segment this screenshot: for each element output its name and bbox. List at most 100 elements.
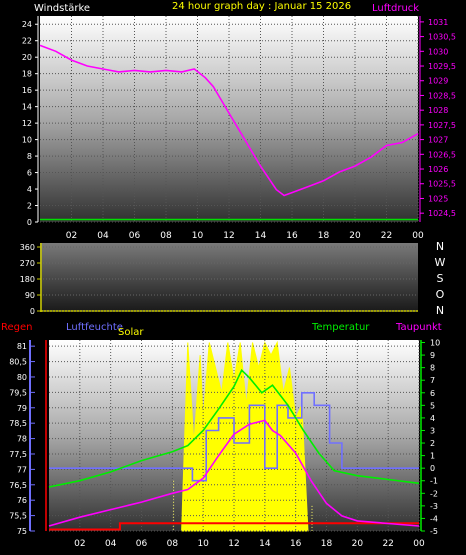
wind-tick-label: 6 xyxy=(27,169,32,178)
humidity-tick-label: 75,5 xyxy=(9,512,27,521)
temperature-tick-label: -5 xyxy=(430,527,438,536)
pressure-tick-label: 1027 xyxy=(428,136,448,145)
dewpoint-series-line xyxy=(48,419,420,527)
humidity-tick-label: 76 xyxy=(17,496,27,505)
wind-tick-label: 2 xyxy=(27,202,32,211)
humidity-tick-label: 79,5 xyxy=(9,388,27,397)
humidity-series-line xyxy=(49,391,419,482)
pressure-tick-label: 1028,5 xyxy=(428,91,456,100)
temperature-tick-label: -3 xyxy=(430,502,438,511)
pressure-tick-label: 1030,5 xyxy=(428,33,456,42)
legend-dewpoint: Taupunkt xyxy=(395,322,442,333)
temperature-tick-label: 8 xyxy=(430,364,435,373)
panel1-grid xyxy=(40,16,419,223)
wind-tick-label: 12 xyxy=(22,119,32,128)
humidity-tick-label: 78,5 xyxy=(9,419,27,428)
direction-tick-label: 0 xyxy=(30,307,35,316)
legend-temperature: Temperatur xyxy=(311,322,370,333)
time-tick-label: 04 xyxy=(105,539,117,549)
humidity-tick-label: 75 xyxy=(17,527,27,536)
time-tick-label: 22 xyxy=(382,539,393,549)
humidity-tick-label: 80,5 xyxy=(9,358,27,367)
wind-tick-label: 20 xyxy=(22,53,32,62)
climate-legend: Regen Luftfeuchte Solar Temperatur Taupu… xyxy=(1,322,442,338)
legend-rain: Regen xyxy=(1,322,33,333)
pressure-series-line xyxy=(39,44,419,197)
time-tick-label: 04 xyxy=(97,231,109,241)
legend-solar: Solar xyxy=(118,327,144,338)
temperature-tick-label: 7 xyxy=(430,376,435,385)
time-tick-label: 12 xyxy=(228,539,239,549)
time-tick-label: 22 xyxy=(381,231,392,241)
temperature-tick-label: 6 xyxy=(430,389,435,398)
temperature-series-line xyxy=(48,368,420,488)
time-tick-label: 00 xyxy=(412,231,424,241)
time-tick-label: 02 xyxy=(66,231,77,241)
wind-tick-label: 10 xyxy=(22,136,32,145)
header-title: 24 hour graph day : Januar 15 2026 xyxy=(172,1,351,12)
compass-label: N xyxy=(436,304,444,317)
compass-label: W xyxy=(435,256,446,269)
pressure-tick-label: 1025 xyxy=(428,194,448,203)
wind-tick-label: 14 xyxy=(22,103,32,112)
time-tick-label: 14 xyxy=(259,539,271,549)
pressure-tick-label: 1029 xyxy=(428,77,448,86)
time-tick-label: 14 xyxy=(255,231,267,241)
rain-series-line xyxy=(49,522,419,531)
pressure-tick-label: 1029,5 xyxy=(428,62,456,71)
time-tick-label: 12 xyxy=(223,231,234,241)
temperature-tick-label: -2 xyxy=(430,489,438,498)
humidity-tick-label: 80 xyxy=(17,373,27,382)
pressure-tick-label: 1025,5 xyxy=(428,180,456,189)
pressure-tick-label: 1026,5 xyxy=(428,150,456,159)
wind-tick-label: 22 xyxy=(22,37,32,46)
wind-tick-label: 8 xyxy=(27,152,32,161)
time-tick-label: 00 xyxy=(413,539,425,549)
time-tick-label: 10 xyxy=(192,231,204,241)
panel2-grid xyxy=(40,246,418,312)
direction-tick-label: 270 xyxy=(20,259,35,268)
humidity-tick-label: 77,5 xyxy=(9,450,27,459)
compass-label: S xyxy=(437,272,444,285)
time-tick-label: 16 xyxy=(290,539,302,549)
header-right-label: Luftdruck xyxy=(372,3,419,14)
panel3-grid xyxy=(49,340,420,532)
time-tick-label: 02 xyxy=(74,539,85,549)
pressure-tick-label: 1030 xyxy=(428,47,448,56)
humidity-tick-label: 77 xyxy=(17,465,27,474)
time-tick-label: 20 xyxy=(349,231,361,241)
header-left-label: Windstärke xyxy=(34,3,90,14)
temperature-axis: -5 -4 -3 -2 -1 0 1 2 3 4 5 6 7 8 9 10 xyxy=(420,339,440,536)
panel2-background xyxy=(40,243,418,311)
time-tick-label: 08 xyxy=(160,231,172,241)
pressure-tick-label: 1028 xyxy=(428,106,448,115)
wind-tick-label: 18 xyxy=(22,70,32,79)
wind-tick-label: 24 xyxy=(22,20,32,29)
pressure-tick-label: 1026 xyxy=(428,165,448,174)
temperature-tick-label: -4 xyxy=(430,514,438,523)
legend-humidity: Luftfeuchte xyxy=(66,322,123,333)
direction-axis: 0 90 180 270 360 xyxy=(20,243,42,316)
wind-tick-label: 4 xyxy=(27,185,32,194)
direction-tick-label: 90 xyxy=(25,291,35,300)
pressure-tick-label: 1027,5 xyxy=(428,121,456,130)
temperature-tick-label: 2 xyxy=(430,439,435,448)
humidity-tick-label: 76,5 xyxy=(9,481,27,490)
panel3-time-axis: 02 04 06 08 10 12 14 16 18 20 22 00 xyxy=(74,539,425,549)
pressure-tick-label: 1031 xyxy=(428,18,448,27)
time-tick-label: 18 xyxy=(321,539,333,549)
temperature-tick-label: 0 xyxy=(430,464,435,473)
time-tick-label: 20 xyxy=(352,539,364,549)
compass-label: O xyxy=(436,288,445,301)
time-tick-label: 18 xyxy=(318,231,330,241)
humidity-tick-label: 78 xyxy=(17,435,27,444)
direction-tick-label: 180 xyxy=(20,275,35,284)
wind-tick-label: 16 xyxy=(22,86,32,95)
temperature-tick-label: 5 xyxy=(430,401,435,410)
temperature-tick-label: 1 xyxy=(430,452,435,461)
